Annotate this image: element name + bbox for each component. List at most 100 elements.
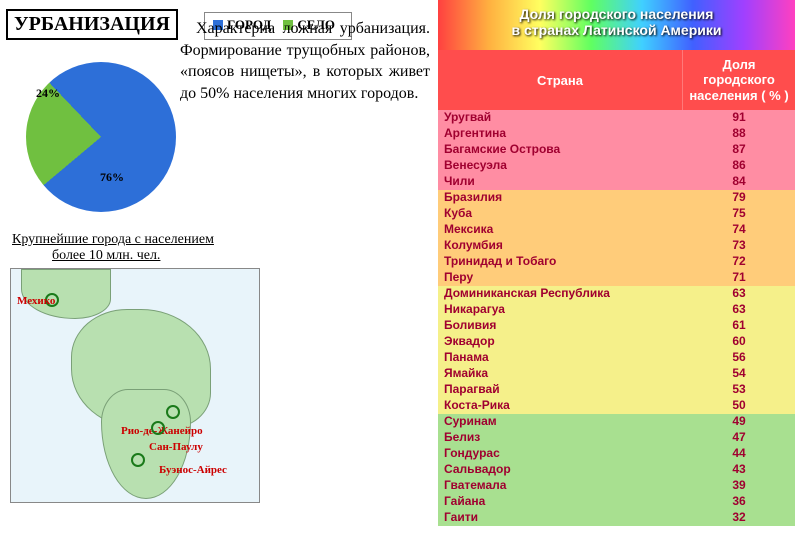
cell-country: Гондурас: [438, 446, 683, 462]
cell-country: Белиз: [438, 430, 683, 446]
cell-pct: 50: [683, 398, 795, 414]
cell-country: Парагвай: [438, 382, 683, 398]
cell-country: Бразилия: [438, 190, 683, 206]
cell-pct: 53: [683, 382, 795, 398]
cell-country: Суринам: [438, 414, 683, 430]
cell-pct: 56: [683, 350, 795, 366]
map-title: Крупнейшие города с населением более 10 …: [12, 232, 432, 264]
table-row: Гондурас44: [438, 446, 795, 462]
cell-pct: 79: [683, 190, 795, 206]
cell-country: Тринидад и Тобаго: [438, 254, 683, 270]
table-row: Ямайка54: [438, 366, 795, 382]
cell-pct: 91: [683, 110, 795, 126]
cell-pct: 87: [683, 142, 795, 158]
city-marker: [166, 405, 180, 419]
cell-pct: 43: [683, 462, 795, 478]
table-row: Уругвай91: [438, 110, 795, 126]
table-row: Перу71: [438, 270, 795, 286]
cell-country: Гватемала: [438, 478, 683, 494]
table-row: Боливия61: [438, 318, 795, 334]
table-row: Багамские Острова87: [438, 142, 795, 158]
cell-country: Венесуэла: [438, 158, 683, 174]
map: МехикоРио-де-ЖанейроСан-ПаулуБуэнос-Айре…: [10, 268, 260, 503]
table-row: Никарагуа63: [438, 302, 795, 318]
cell-pct: 47: [683, 430, 795, 446]
cell-country: Аргентина: [438, 126, 683, 142]
cell-country: Перу: [438, 270, 683, 286]
city-label: Сан-Паулу: [149, 441, 203, 453]
table-row: Аргентина88: [438, 126, 795, 142]
table-row: Гайана36: [438, 494, 795, 510]
urbanization-title: УРБАНИЗАЦИЯ: [6, 9, 178, 40]
cell-country: Колумбия: [438, 238, 683, 254]
right-header-line2: в странах Латинской Америки: [512, 22, 722, 38]
cell-country: Никарагуа: [438, 302, 683, 318]
left-panel: УРБАНИЗАЦИЯ Характерна ложная ур­банизац…: [0, 0, 438, 540]
cell-country: Доминиканская Республика: [438, 286, 683, 302]
table-row: Суринам49: [438, 414, 795, 430]
cell-country: Чили: [438, 174, 683, 190]
table-row: Мексика74: [438, 222, 795, 238]
city-label: Мехико: [17, 295, 55, 307]
cell-pct: 39: [683, 478, 795, 494]
cell-country: Уругвай: [438, 110, 683, 126]
table-row: Панама56: [438, 350, 795, 366]
map-north-landmass: [21, 269, 111, 319]
right-header: Доля городского населения в странах Лати…: [438, 0, 795, 50]
cell-pct: 73: [683, 238, 795, 254]
cell-country: Багамские Острова: [438, 142, 683, 158]
table-row: Колумбия73: [438, 238, 795, 254]
table-row: Коста-Рика50: [438, 398, 795, 414]
cell-pct: 61: [683, 318, 795, 334]
cell-country: Гайана: [438, 494, 683, 510]
table-row: Сальвадор43: [438, 462, 795, 478]
pie-slices: [26, 62, 176, 212]
cell-country: Ямайка: [438, 366, 683, 382]
table-row: Тринидад и Тобаго72: [438, 254, 795, 270]
cell-country: Коста-Рика: [438, 398, 683, 414]
city-marker: [151, 421, 165, 435]
cell-pct: 36: [683, 494, 795, 510]
cell-pct: 71: [683, 270, 795, 286]
table-header: Страна Доля городского населения ( % ): [438, 50, 795, 110]
table-row: Парагвай53: [438, 382, 795, 398]
col-header-pct: Доля городского населения ( % ): [683, 50, 795, 110]
table-row: Доминиканская Республика63: [438, 286, 795, 302]
cell-pct: 60: [683, 334, 795, 350]
cell-pct: 32: [683, 510, 795, 526]
table-row: Гватемала39: [438, 478, 795, 494]
table-row: Гаити32: [438, 510, 795, 526]
city-marker: [131, 453, 145, 467]
table-row: Белиз47: [438, 430, 795, 446]
cell-pct: 54: [683, 366, 795, 382]
city-label: Буэнос-Айрес: [159, 464, 227, 476]
cell-country: Мексика: [438, 222, 683, 238]
table-row: Эквадор60: [438, 334, 795, 350]
table-row: Венесуэла86: [438, 158, 795, 174]
table-row: Бразилия79: [438, 190, 795, 206]
right-header-line1: Доля городского населения: [520, 6, 714, 22]
cell-country: Боливия: [438, 318, 683, 334]
cell-country: Гаити: [438, 510, 683, 526]
cell-pct: 49: [683, 414, 795, 430]
cell-pct: 63: [683, 302, 795, 318]
pie-chart: 24% 76%: [16, 52, 186, 222]
pie-label-city: 76%: [100, 170, 124, 185]
cell-pct: 75: [683, 206, 795, 222]
cell-pct: 86: [683, 158, 795, 174]
cell-country: Сальвадор: [438, 462, 683, 478]
col-header-country: Страна: [438, 50, 683, 110]
table-row: Куба75: [438, 206, 795, 222]
cell-country: Куба: [438, 206, 683, 222]
cell-pct: 44: [683, 446, 795, 462]
cell-pct: 74: [683, 222, 795, 238]
description-paragraph: Характерна ложная ур­банизация. Формиров…: [180, 18, 430, 104]
cell-pct: 88: [683, 126, 795, 142]
cell-pct: 63: [683, 286, 795, 302]
cell-country: Панама: [438, 350, 683, 366]
table-row: Чили84: [438, 174, 795, 190]
cell-pct: 84: [683, 174, 795, 190]
pie-label-village: 24%: [36, 86, 60, 101]
right-panel: Доля городского населения в странах Лати…: [438, 0, 795, 540]
cell-pct: 72: [683, 254, 795, 270]
